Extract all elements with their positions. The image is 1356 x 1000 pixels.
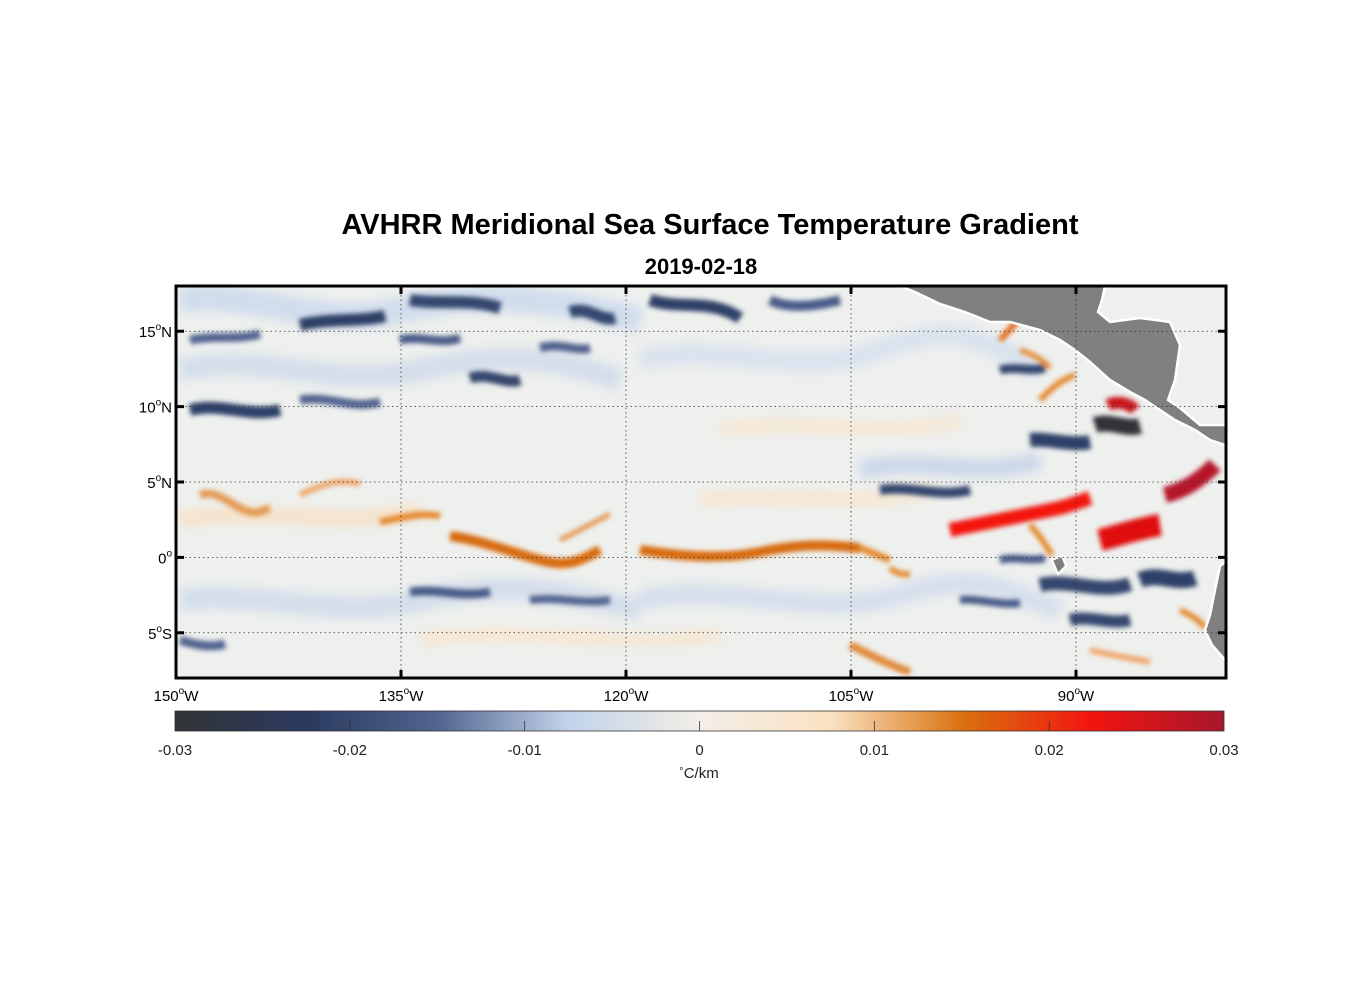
lon-tick-label: 120oW	[604, 686, 650, 705]
lon-tick-degrees: 105	[829, 688, 854, 705]
lon-tick-hemisphere: W	[409, 688, 424, 705]
lon-tick-hemisphere: W	[634, 688, 649, 705]
colorbar-tick-label: 0.03	[1209, 742, 1238, 759]
lon-tick-label: 90oW	[1058, 686, 1095, 705]
lat-tick-hemisphere: N	[161, 324, 172, 341]
colorbar: -0.03 -0.02 -0.01 0 0.01 0.02 0.03 °C/km	[158, 711, 1239, 782]
colorbar-tick-label: -0.02	[333, 742, 367, 759]
colorbar-tick-label: 0.02	[1035, 742, 1064, 759]
lat-tick-degrees: 10	[139, 400, 156, 417]
colorbar-unit-text: C/km	[684, 765, 719, 782]
lat-tick-degree-sign: o	[166, 548, 172, 559]
lon-tick-hemisphere: W	[859, 688, 874, 705]
chart-subtitle: 2019-02-18	[645, 254, 758, 279]
lat-tick-hemisphere: S	[162, 626, 172, 643]
lon-tick-label: 150oW	[154, 686, 200, 705]
colorbar-tick-label: 0.01	[860, 742, 889, 759]
lon-tick-label: 105oW	[829, 686, 875, 705]
lat-tick-label: 5oN	[147, 473, 172, 492]
lat-tick-degrees: 5	[147, 475, 155, 492]
lon-tick-degrees: 90	[1058, 688, 1075, 705]
lon-tick-label: 135oW	[379, 686, 425, 705]
colorbar-unit-label: °C/km	[679, 765, 718, 782]
lon-tick-degrees: 120	[604, 688, 629, 705]
lat-tick-label: 10oN	[139, 398, 172, 417]
lat-tick-degrees: 5	[148, 626, 156, 643]
lat-tick-label: 0o	[158, 548, 172, 567]
lon-tick-hemisphere: W	[184, 688, 199, 705]
colorbar-tick-label: -0.01	[508, 742, 542, 759]
lon-tick-hemisphere: W	[1080, 688, 1095, 705]
lat-tick-degrees: 0	[158, 550, 166, 567]
chart-title: AVHRR Meridional Sea Surface Temperature…	[341, 209, 1078, 241]
lat-tick-degrees: 15	[139, 324, 156, 341]
map-panel: 150oW 135oW 120oW 105oW 90oW 15oN10oN5oN0o5o…	[139, 286, 1228, 705]
colorbar-tick-label: 0	[695, 742, 703, 759]
lat-tick-hemisphere: N	[161, 475, 172, 492]
colorbar-tick-label: -0.03	[158, 742, 192, 759]
lat-tick-hemisphere: N	[161, 400, 172, 417]
lon-tick-degrees: 135	[379, 688, 404, 705]
lon-tick-degrees: 150	[154, 688, 179, 705]
lat-tick-label: 15oN	[139, 322, 172, 341]
lat-tick-label: 5oS	[148, 624, 172, 643]
